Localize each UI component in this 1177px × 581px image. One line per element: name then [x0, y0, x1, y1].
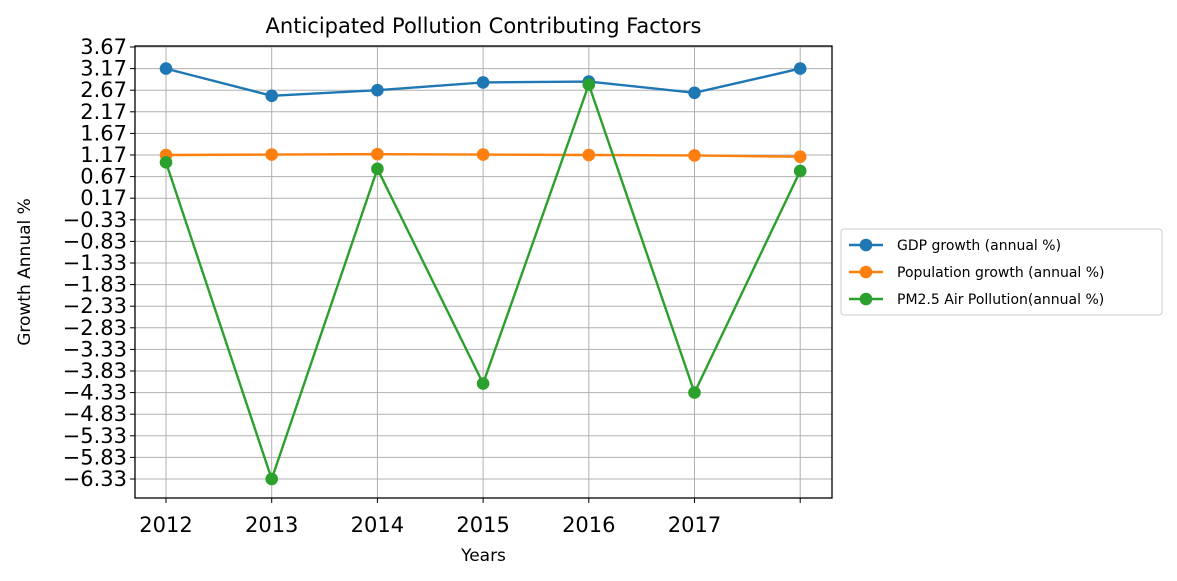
grid: [135, 46, 832, 498]
legend-frame: [840, 228, 1163, 316]
data-point: [793, 150, 807, 164]
y-tick-label: −6.33: [63, 467, 127, 491]
y-tick-label: 1.67: [80, 121, 127, 145]
x-tick-label: 2015: [456, 513, 509, 537]
x-axis-label: Years: [460, 546, 506, 566]
y-tick-label: 0.17: [80, 186, 127, 210]
y-tick-label: −1.33: [63, 251, 127, 275]
legend-label: PM2.5 Air Pollution(annual %): [897, 292, 1104, 308]
legend-label: Population growth (annual %): [897, 265, 1105, 281]
y-tick-label: −2.33: [63, 294, 127, 318]
x-tick-label: 2012: [139, 513, 192, 537]
data-point: [688, 149, 701, 162]
y-tick-label: −4.33: [63, 381, 127, 405]
y-tick-label: −0.83: [63, 229, 127, 253]
data-point: [476, 377, 490, 390]
data-point: [582, 148, 596, 162]
legend-label: GDP growth (annual %): [897, 238, 1061, 254]
y-tick-label: −3.83: [63, 359, 127, 383]
data-point: [793, 62, 807, 75]
y-tick-label: −5.83: [63, 445, 127, 469]
data-point: [688, 386, 701, 399]
data-point: [476, 148, 490, 161]
data-point: [476, 76, 490, 89]
y-axis-ticks: 3.673.172.672.171.671.170.670.17−0.33−0.…: [63, 35, 135, 491]
x-tick-label: 2016: [562, 513, 615, 537]
y-tick-label: −2.83: [63, 316, 127, 340]
y-tick-label: −0.33: [63, 208, 127, 232]
y-tick-label: 1.17: [80, 143, 127, 167]
y-tick-label: 2.17: [80, 100, 127, 124]
data-point: [159, 62, 173, 75]
y-tick-label: 0.67: [80, 165, 127, 189]
y-tick-label: 3.67: [80, 35, 127, 59]
series-layer: [159, 62, 807, 486]
legend-item: Population growth (annual %): [849, 265, 1105, 281]
data-point: [159, 156, 173, 169]
x-tick-label: 2017: [668, 513, 721, 537]
y-tick-label: 3.17: [80, 57, 127, 81]
legend-marker: [859, 292, 873, 306]
x-tick-label: 2014: [351, 513, 404, 537]
data-point: [371, 162, 384, 176]
legend-marker: [859, 238, 873, 252]
series-1: [159, 147, 807, 164]
y-tick-label: −4.83: [63, 402, 127, 426]
x-tick-label: 2013: [245, 513, 298, 537]
legend-marker: [859, 265, 873, 279]
y-tick-label: 2.67: [80, 78, 127, 102]
data-point: [265, 89, 279, 103]
data-point: [265, 472, 279, 486]
legend-item: GDP growth (annual %): [849, 238, 1061, 254]
chart-title: Anticipated Pollution Contributing Facto…: [266, 14, 702, 38]
data-point: [371, 147, 384, 161]
data-point: [371, 83, 384, 97]
y-tick-label: −5.33: [63, 424, 127, 448]
legend-item: PM2.5 Air Pollution(annual %): [849, 292, 1104, 308]
data-point: [265, 148, 279, 161]
y-tick-label: −1.83: [63, 273, 127, 297]
data-point: [793, 164, 807, 178]
legend: GDP growth (annual %) Population growth (…: [840, 228, 1163, 316]
x-axis-ticks: 2012 2013 2014 2015 2016 2017: [139, 498, 801, 537]
data-point: [582, 78, 596, 91]
series-2: [159, 78, 807, 486]
y-axis-label: Growth Annual %: [15, 198, 35, 346]
series-0: [159, 62, 807, 103]
y-tick-label: −3.33: [63, 337, 127, 361]
data-point: [688, 86, 701, 100]
